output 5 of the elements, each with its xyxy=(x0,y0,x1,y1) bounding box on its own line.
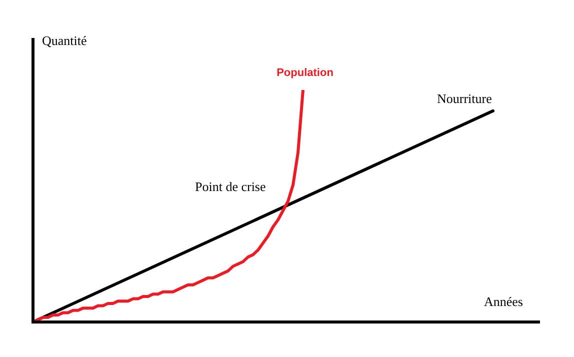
series-label: Population xyxy=(276,67,334,79)
annotation: Point de crise xyxy=(195,179,266,194)
x-axis-title: Années xyxy=(484,294,523,309)
series-label: Nourriture xyxy=(437,90,492,106)
y-axis-title: Quantité xyxy=(42,33,87,48)
